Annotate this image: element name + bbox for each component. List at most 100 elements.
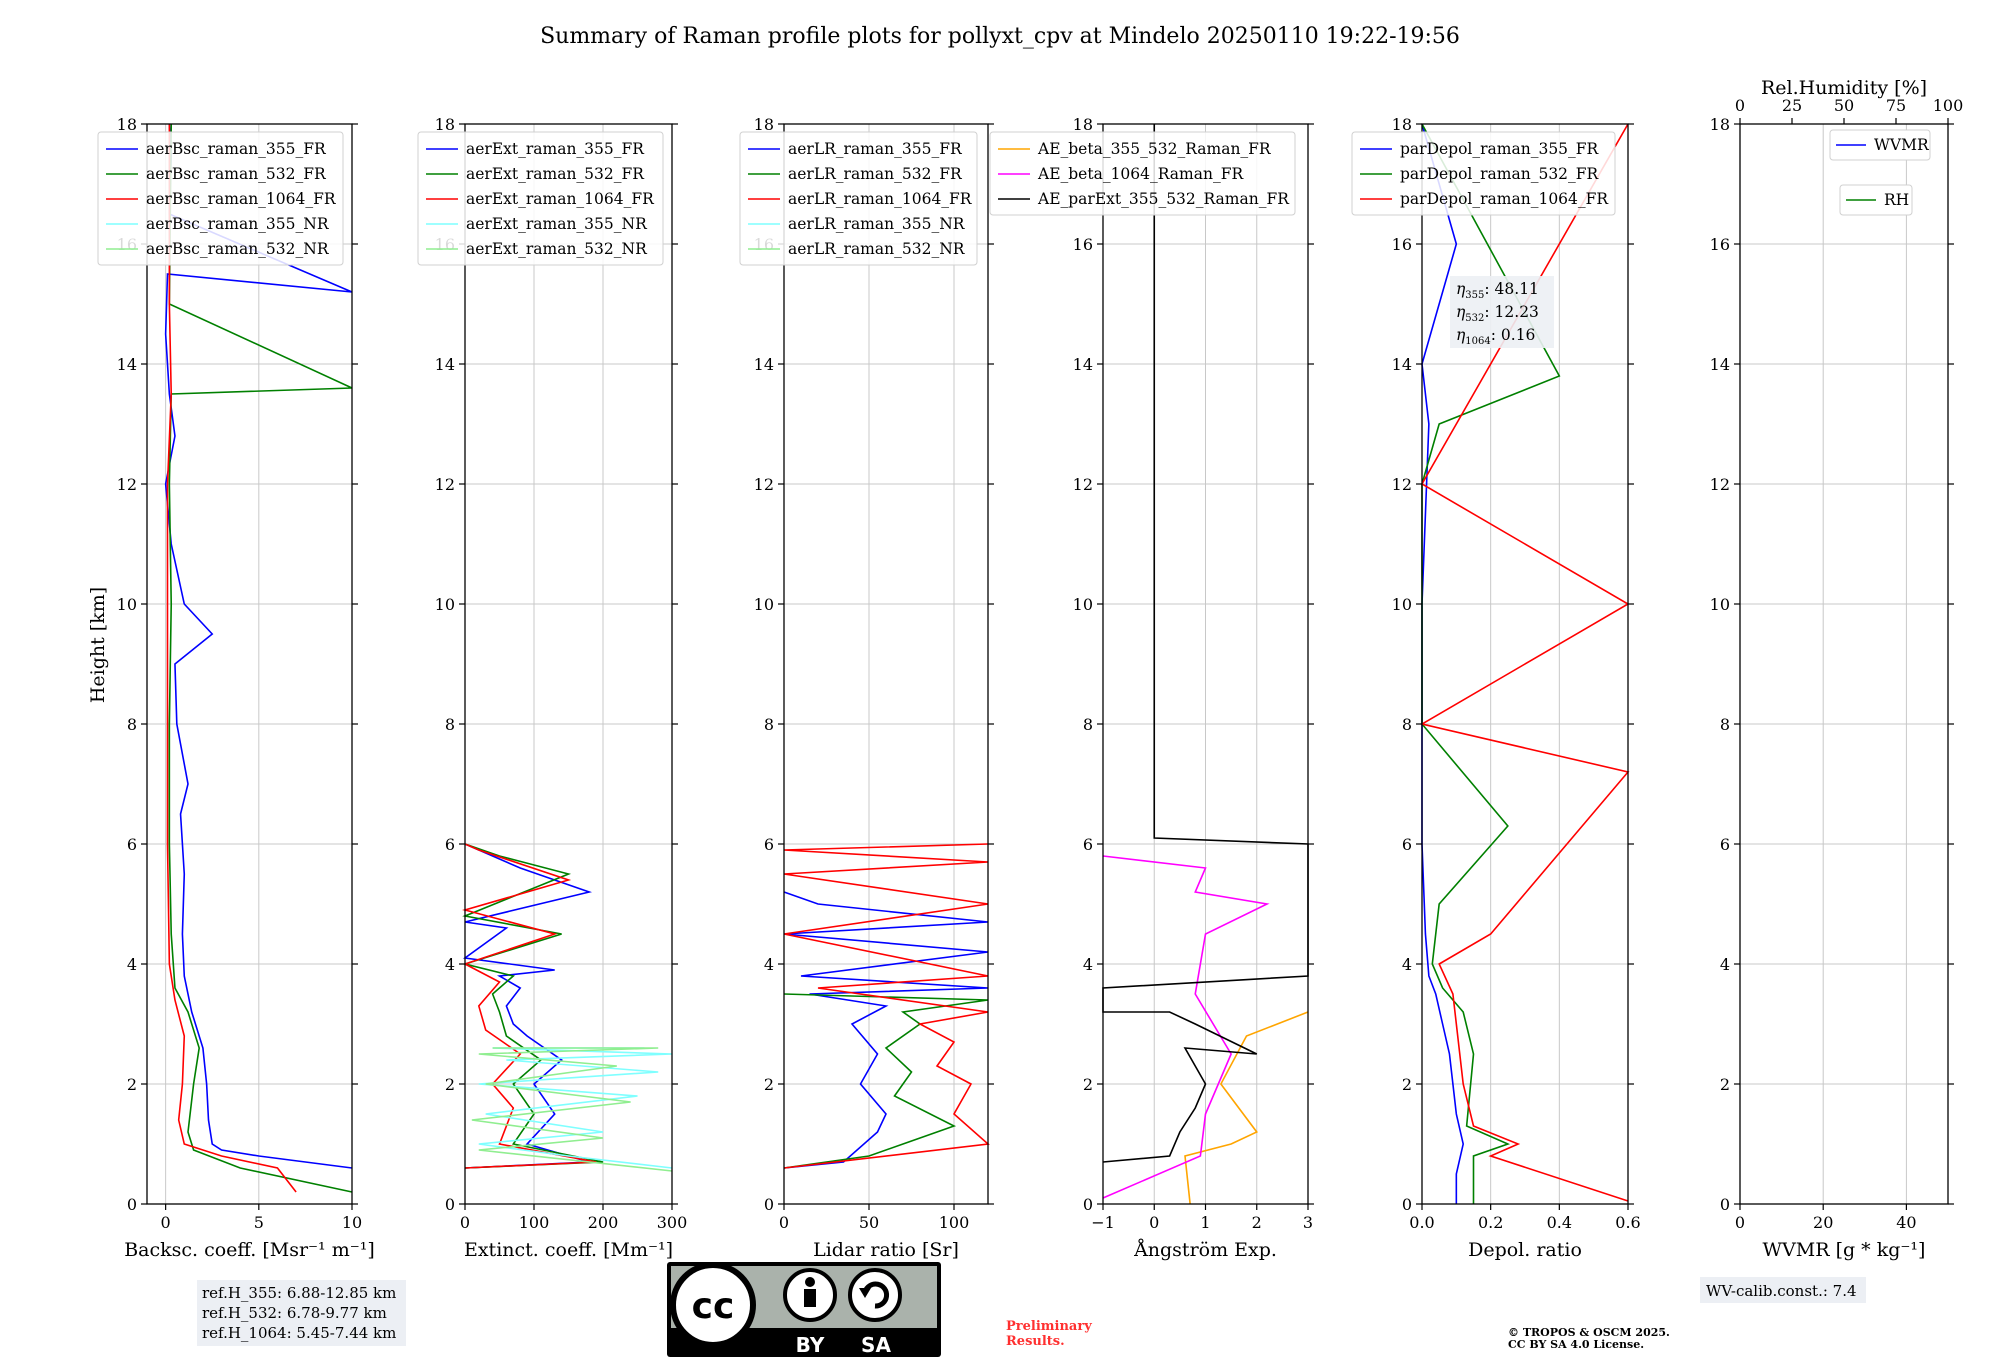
x-tick-label: 1	[1200, 1213, 1210, 1232]
y-tick-label: 16	[1392, 235, 1412, 254]
eta-1064: η1064: 0.16	[1456, 326, 1535, 347]
top-tick-label: 25	[1782, 96, 1802, 115]
legend-entry: aerLR_raman_1064_FR	[788, 190, 973, 208]
x-tick-label: 200	[588, 1213, 619, 1232]
y-tick-label: 12	[435, 475, 455, 494]
ref-height-532: ref.H_532: 6.78-9.77 km	[202, 1304, 387, 1322]
y-tick-label: 12	[1710, 475, 1730, 494]
series-line-parDepol_raman_355_FR	[1421, 123, 1465, 1204]
x-tick-label: 0	[1735, 1213, 1745, 1232]
y-tick-label: 0	[1083, 1195, 1093, 1214]
series-line-aerExt_raman_355_NR	[478, 1047, 673, 1169]
eta-355: η355: 48.11	[1456, 280, 1539, 301]
legend-entry: AE_beta_1064_Raman_FR	[1037, 165, 1244, 183]
y-tick-label: 16	[1710, 235, 1730, 254]
series-line-aerLR_raman_1064_FR	[783, 843, 990, 1169]
x-axis-label-angstrom: Ångström Exp.	[1133, 1239, 1277, 1261]
eta-box	[1450, 276, 1554, 348]
y-tick-label: 10	[1710, 595, 1730, 614]
x-tick-label: 0	[161, 1213, 171, 1232]
legend-entry: aerBsc_raman_1064_FR	[146, 190, 337, 208]
y-tick-label: 12	[754, 475, 774, 494]
series-line-parDepol_raman_1064_FR	[1419, 123, 1630, 1202]
legend-box	[1829, 129, 1931, 161]
top-tick-label: 75	[1886, 96, 1906, 115]
y-tick-label: 2	[1720, 1075, 1730, 1094]
cc-by-label: BY	[796, 1333, 825, 1357]
y-tick-label: 14	[117, 355, 137, 374]
legend-entry: parDepol_raman_532_FR	[1400, 165, 1600, 183]
axes-frame	[1421, 123, 1629, 1205]
series-line-aerBsc_raman_355_FR	[164, 123, 353, 1169]
y-tick-label: 14	[435, 355, 455, 374]
legend-entry: aerLR_raman_355_FR	[788, 140, 963, 158]
x-tick-label: 0	[1149, 1213, 1159, 1232]
axes-frame	[1739, 123, 1949, 1205]
y-tick-label: 16	[1073, 235, 1093, 254]
y-tick-label: 0	[764, 1195, 774, 1214]
ref-height-355: ref.H_355: 6.88-12.85 km	[202, 1284, 396, 1302]
x-tick-label: 50	[859, 1213, 879, 1232]
y-tick-label: 6	[445, 835, 455, 854]
legend-entry: aerBsc_raman_355_NR	[146, 215, 330, 233]
cc-license-badge[interactable]: cc BY SA	[667, 1262, 941, 1357]
axes-frame	[146, 123, 353, 1205]
legend-entry: aerBsc_raman_532_FR	[146, 165, 327, 183]
legend-entry: aerLR_raman_355_NR	[788, 215, 966, 233]
axes-frame	[783, 123, 989, 1205]
x-tick-label: 300	[657, 1213, 688, 1232]
x-tick-label: 5	[254, 1213, 264, 1232]
y-tick-label: 12	[1073, 475, 1093, 494]
y-tick-label: 6	[1083, 835, 1093, 854]
legend-entry: aerBsc_raman_355_FR	[146, 140, 327, 158]
x-tick-label: 100	[519, 1213, 550, 1232]
legend-entry: aerExt_raman_355_FR	[466, 140, 645, 158]
share-alike-icon	[848, 1268, 902, 1322]
y-tick-label: 4	[1402, 955, 1412, 974]
panel-wvmr: 0 2 4 6 8 10 12 14 16 18 0 20 40 WVMR [g * kg⁻¹] 0 25 50…	[1710, 77, 1964, 1261]
cc-logo-text: cc	[692, 1286, 735, 1327]
x-tick-label: 0.6	[1615, 1213, 1640, 1232]
copyright-line-2: CC BY SA 4.0 License.	[1508, 1338, 1644, 1351]
x-tick-label: 0.4	[1547, 1213, 1572, 1232]
y-tick-label: 8	[445, 715, 455, 734]
figure-title: Summary of Raman profile plots for polly…	[540, 24, 1460, 49]
x-tick-label: 10	[342, 1213, 362, 1232]
legend-entry: WVMR	[1874, 136, 1930, 154]
top-tick-label: 100	[1933, 96, 1964, 115]
series-line-aerExt_raman_355_FR	[462, 843, 593, 1169]
y-tick-label: 12	[117, 475, 137, 494]
x-tick-label: 0.0	[1409, 1213, 1434, 1232]
x-tick-label: 40	[1896, 1213, 1916, 1232]
series-line-aerExt_raman_532_NR	[471, 1047, 673, 1172]
y-tick-label: 2	[127, 1075, 137, 1094]
y-tick-label: 8	[127, 715, 137, 734]
x-tick-label: 20	[1813, 1213, 1833, 1232]
y-tick-label: 10	[117, 595, 137, 614]
y-tick-label: 6	[764, 835, 774, 854]
y-tick-label: 18	[1710, 115, 1730, 134]
legend-entry: aerExt_raman_532_NR	[466, 240, 648, 258]
y-tick-label: 8	[1720, 715, 1730, 734]
x-axis-label-backscatter: Backsc. coeff. [Msr⁻¹ m⁻¹]	[124, 1239, 375, 1261]
y-tick-label: 14	[1392, 355, 1412, 374]
y-tick-label: 14	[754, 355, 774, 374]
y-axis-label: Height [km]	[87, 587, 109, 703]
series-line-aerLR_raman_532_FR	[783, 993, 989, 1169]
x-tick-label: 100	[939, 1213, 970, 1232]
legend-box	[989, 131, 1296, 216]
legend-entry: aerLR_raman_532_FR	[788, 165, 963, 183]
axes-frame	[464, 123, 673, 1205]
y-tick-label: 4	[1083, 955, 1093, 974]
y-tick-label: 10	[1073, 595, 1093, 614]
legend-entry: RH	[1884, 191, 1909, 209]
y-tick-label: 12	[1392, 475, 1412, 494]
y-tick-label: 6	[1402, 835, 1412, 854]
y-tick-label: 0	[1720, 1195, 1730, 1214]
y-tick-label: 14	[1710, 355, 1730, 374]
top-tick-label: 50	[1834, 96, 1854, 115]
series-line-parDepol_raman_532_FR	[1421, 123, 1561, 1204]
y-tick-label: 18	[1392, 115, 1412, 134]
top-tick-label: 0	[1735, 96, 1745, 115]
